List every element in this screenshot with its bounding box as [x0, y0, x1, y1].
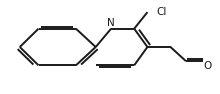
Text: N: N	[107, 18, 115, 28]
Text: Cl: Cl	[156, 7, 167, 17]
Text: O: O	[204, 61, 212, 71]
